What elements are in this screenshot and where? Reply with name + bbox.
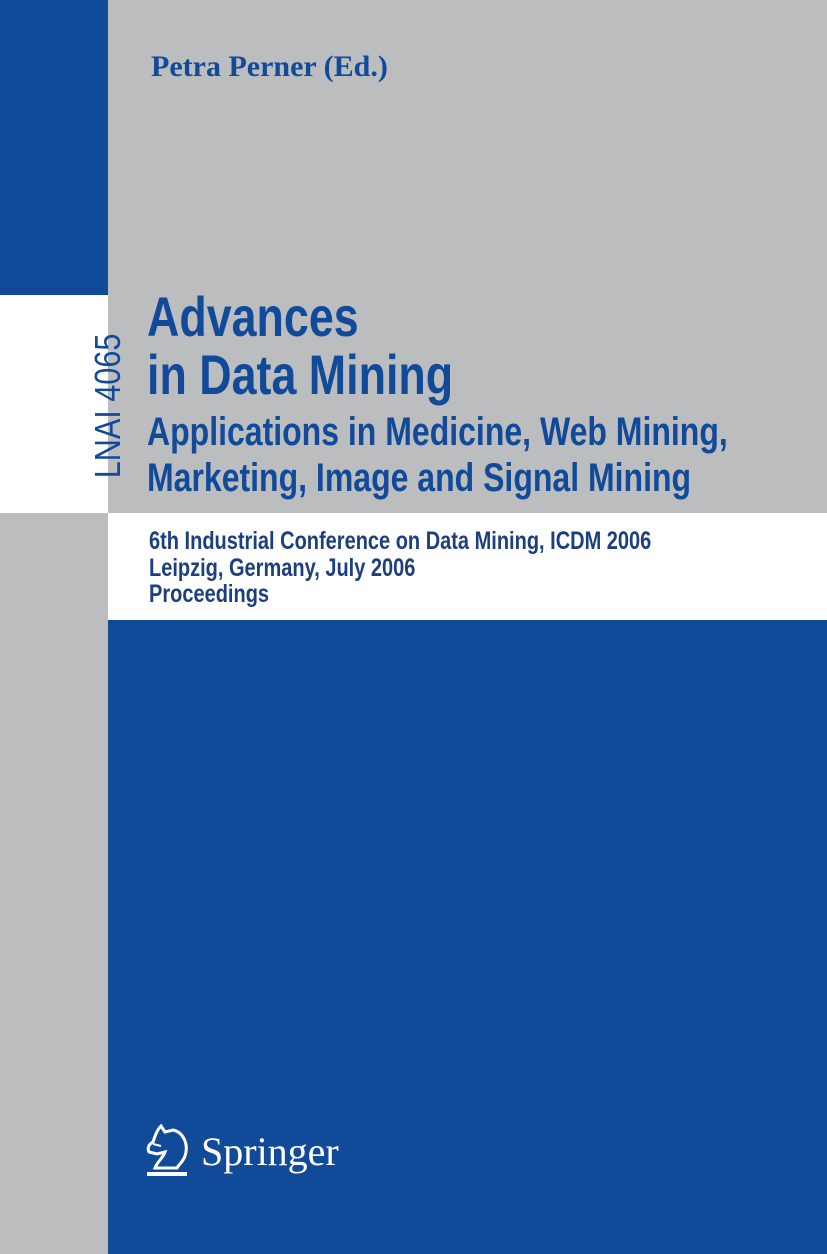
conference-line-2: Leipzig, Germany, July 2006 (149, 554, 416, 582)
series-number: LNAI 4065 (87, 296, 128, 516)
title-line-1: Advances (147, 285, 359, 348)
publisher-logo: Springer (143, 1122, 339, 1180)
top-left-blue-block (0, 0, 108, 295)
publisher-name: Springer (201, 1128, 339, 1174)
conference-line-1: 6th Industrial Conference on Data Mining… (149, 527, 652, 555)
title-gray-area (108, 0, 827, 513)
bottom-blue-area (108, 620, 827, 1254)
left-gray-strip (0, 513, 108, 1254)
conference-line-3: Proceedings (149, 580, 270, 608)
subtitle-line-2: Marketing, Image and Signal Mining (147, 456, 692, 500)
subtitle-line-1: Applications in Medicine, Web Mining, (147, 410, 728, 454)
springer-horse-icon (146, 1123, 188, 1176)
series-label: LNAI 4065 (87, 333, 128, 479)
series-white-band (0, 295, 108, 513)
title-line-2: in Data Mining (147, 343, 454, 406)
editor-name: Petra Perner (Ed.) (151, 50, 388, 83)
conference-white-band (108, 513, 827, 620)
